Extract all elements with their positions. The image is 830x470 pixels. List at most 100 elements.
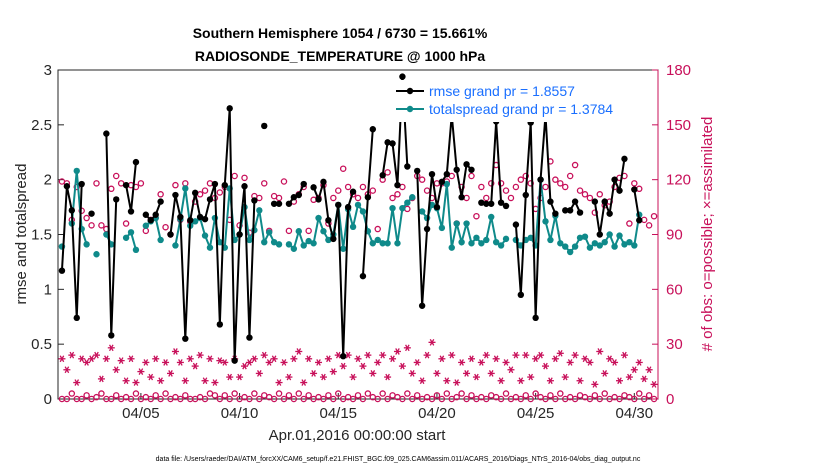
totalspread-point: [305, 237, 312, 245]
possible-count-low-marker: [63, 395, 71, 403]
asterisk-stroke: [276, 379, 282, 386]
possible-count-marker: [260, 180, 268, 187]
assimilated-count-marker: [532, 355, 540, 363]
asterisk-stroke: [459, 359, 464, 366]
totalspread-point: [122, 234, 130, 241]
assimilated-count-marker: [206, 355, 214, 363]
assimilated-count-marker: [379, 351, 387, 359]
rmse-point: [172, 191, 179, 199]
assimilated-count-marker: [403, 344, 411, 352]
rmse-point: [428, 170, 436, 178]
totalspread-point: [409, 194, 416, 201]
rmse-point: [315, 196, 322, 203]
totalspread-point: [547, 236, 554, 244]
totalspread-point: [349, 223, 357, 231]
y-axis-label-right: # of obs: o=possible; ×=assimilated: [699, 117, 716, 352]
possible-count-low-marker: [547, 392, 554, 399]
possible-count-low-marker: [251, 390, 258, 397]
asterisk-stroke: [306, 355, 311, 363]
possible-count-marker: [576, 187, 584, 194]
asterisk-stroke: [493, 355, 499, 363]
legend-spread-marker: [406, 105, 414, 113]
assimilated-count-marker: [556, 349, 564, 357]
possible-count-marker: [487, 180, 495, 187]
possible-count-low-marker: [325, 392, 332, 399]
assimilated-count-marker: [226, 373, 234, 381]
rmse-point: [547, 198, 554, 205]
assimilated-count-marker: [487, 370, 495, 377]
rmse-point: [601, 198, 608, 205]
totalspread-point: [468, 240, 475, 247]
asterisk-stroke: [617, 377, 622, 385]
possible-count-low-marker: [596, 395, 604, 403]
asterisk-stroke: [523, 351, 529, 359]
possible-count-low-marker: [295, 390, 303, 397]
possible-count-low-marker: [280, 395, 288, 403]
possible-count-marker: [344, 183, 352, 191]
totalspread-point: [492, 238, 500, 246]
assimilated-count-marker: [507, 366, 515, 374]
assimilated-count-marker: [176, 359, 184, 366]
possible-count-low-marker: [404, 390, 411, 397]
asterisk-stroke: [286, 373, 292, 381]
totalspread-point: [586, 244, 594, 251]
rmse-point: [285, 200, 293, 207]
asterisk-stroke: [513, 351, 519, 359]
asterisk-stroke: [345, 351, 351, 359]
rmse-point: [591, 198, 599, 205]
rmse-point: [433, 203, 441, 211]
totalspread-point: [379, 240, 386, 247]
possible-count-low-marker: [552, 395, 559, 403]
possible-count-marker: [517, 176, 525, 183]
rmse-point: [206, 196, 214, 203]
asterisk-stroke: [454, 379, 459, 386]
asterisk-stroke: [518, 377, 524, 385]
rmse-point: [127, 208, 135, 215]
rmse-point: [576, 209, 584, 216]
possible-count-low-marker: [379, 390, 386, 397]
assimilated-count-marker: [78, 355, 86, 363]
assimilated-count-marker: [551, 355, 559, 363]
assimilated-count-marker: [616, 377, 624, 385]
possible-count-marker: [542, 183, 549, 191]
possible-count-marker: [522, 172, 530, 180]
rmse-point: [177, 213, 184, 221]
rmse-point: [616, 187, 623, 194]
rmse-point: [532, 314, 539, 322]
totalspread-point: [542, 218, 549, 225]
rmse-point: [571, 198, 579, 205]
asterisk-stroke: [252, 355, 257, 363]
asterisk-stroke: [340, 362, 346, 370]
rmse-point: [517, 291, 525, 299]
assimilated-count-marker: [359, 362, 367, 370]
asterisk-stroke: [212, 379, 218, 386]
asterisk-stroke: [355, 355, 361, 363]
asterisk-stroke: [331, 368, 336, 375]
possible-count-low-marker: [640, 395, 648, 403]
totalspread-point: [142, 222, 150, 229]
rmse-line: [169, 108, 256, 361]
assimilated-count-marker: [97, 375, 105, 383]
legend-box: [392, 80, 650, 122]
possible-count-low-marker: [221, 392, 229, 399]
asterisk-stroke: [118, 357, 124, 364]
possible-count-low-marker: [127, 395, 135, 403]
assimilated-count-marker: [581, 355, 589, 363]
rmse-point: [359, 272, 367, 280]
asterisk-stroke: [528, 373, 534, 381]
totalspread-point: [591, 240, 599, 247]
rmse-point: [497, 199, 505, 206]
rmse-point: [537, 176, 544, 183]
totalspread-point: [132, 246, 140, 254]
assimilated-count-marker: [300, 379, 308, 386]
assimilated-count-marker: [349, 373, 357, 381]
assimilated-count-marker: [83, 359, 91, 366]
x-axis-label: Apr.01,2016 00:00:00 start: [269, 427, 447, 444]
assimilated-count-marker: [527, 373, 535, 381]
possible-count-low-marker: [586, 395, 594, 403]
asterisk-stroke: [390, 355, 395, 363]
possible-count-marker: [384, 169, 391, 176]
asterisk-stroke: [123, 377, 129, 385]
possible-count-low-marker: [616, 395, 623, 403]
y-right-tick-label: 150: [666, 117, 691, 134]
